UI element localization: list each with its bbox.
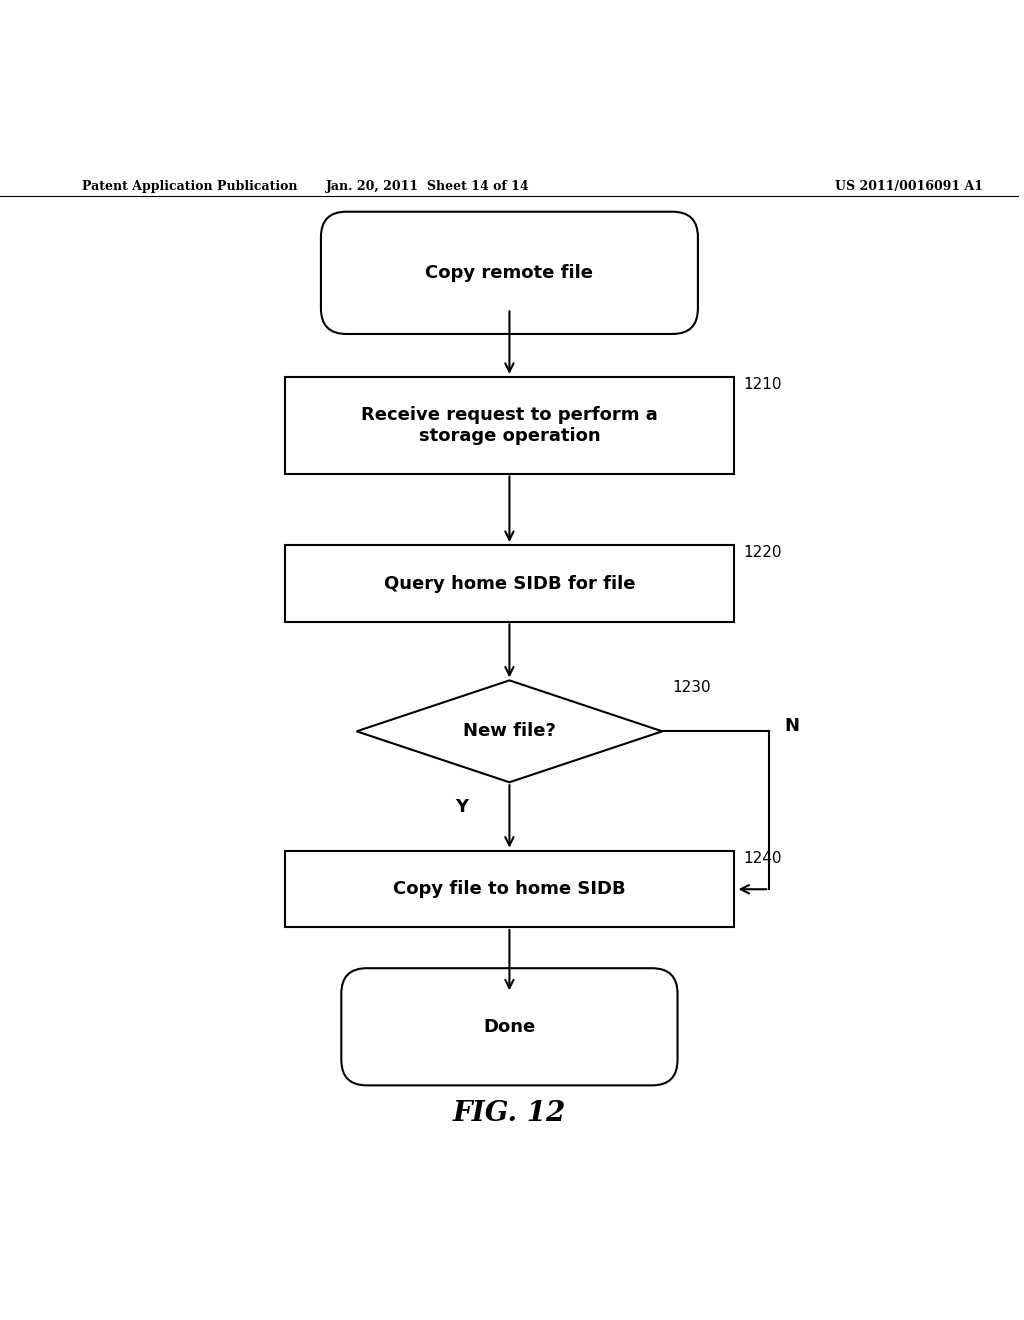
Text: Query home SIDB for file: Query home SIDB for file [384, 574, 635, 593]
Text: Copy remote file: Copy remote file [425, 264, 594, 282]
Bar [286, 378, 733, 474]
Text: Done: Done [483, 1018, 536, 1036]
Polygon shape [356, 680, 663, 783]
Text: 1220: 1220 [743, 545, 782, 561]
Text: N: N [784, 717, 800, 735]
Bar [286, 545, 733, 622]
Text: Jan. 20, 2011  Sheet 14 of 14: Jan. 20, 2011 Sheet 14 of 14 [326, 180, 529, 193]
Bar [286, 851, 733, 928]
FancyBboxPatch shape [321, 211, 698, 334]
Text: Patent Application Publication: Patent Application Publication [82, 180, 297, 193]
Text: 1230: 1230 [673, 680, 711, 696]
Text: Y: Y [456, 797, 469, 816]
FancyBboxPatch shape [341, 968, 678, 1085]
Text: 1240: 1240 [743, 851, 782, 866]
Text: US 2011/0016091 A1: US 2011/0016091 A1 [836, 180, 983, 193]
Text: FIG. 12: FIG. 12 [453, 1100, 566, 1127]
Text: New file?: New file? [463, 722, 556, 741]
Text: Copy file to home SIDB: Copy file to home SIDB [393, 880, 626, 898]
Text: Receive request to perform a
storage operation: Receive request to perform a storage ope… [361, 407, 657, 445]
Text: 1210: 1210 [743, 378, 782, 392]
